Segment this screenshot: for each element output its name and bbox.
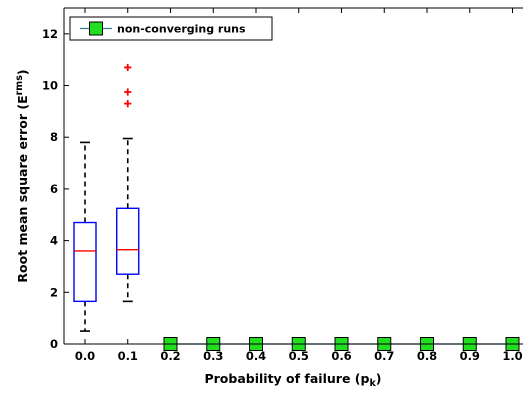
outlier-marker [124,100,132,108]
x-tick-label: 0.3 [203,349,223,363]
x-tick-label: 1.0 [502,349,522,363]
x-tick-label: 0.8 [417,349,437,363]
plot-area [64,8,523,344]
legend: non-converging runs [69,16,273,41]
y-tick-label: 6 [50,182,58,196]
box-group [116,63,140,303]
legend-box [69,16,273,41]
y-tick-label: 4 [50,234,58,248]
x-tick-label: 0.1 [118,349,138,363]
box-iqr [116,207,140,275]
x-tick-label: 0.9 [460,349,480,363]
x-tick-label: 0.2 [160,349,180,363]
y-tick-label: 2 [50,285,58,299]
y-tick-label: 0 [50,337,58,351]
x-tick-label: 0.6 [331,349,351,363]
legend-marker-icon [89,21,103,36]
x-tick-label: 0.4 [246,349,266,363]
y-tick-label: 12 [42,27,58,41]
x-tick-label: 0.7 [374,349,394,363]
box-group [73,141,97,332]
outlier-marker [124,88,132,96]
y-axis-title: Root mean square error (Erms) [14,69,30,282]
y-tick-label: 10 [42,79,58,93]
outlier-marker [124,63,132,72]
legend-label: non-converging runs [117,23,246,36]
x-tick-label: 0.0 [75,349,95,363]
box-iqr [73,221,97,303]
y-tick-label: 8 [50,130,58,144]
x-tick-label: 0.5 [289,349,309,363]
x-axis-title: Probability of failure (pk) [204,371,381,389]
